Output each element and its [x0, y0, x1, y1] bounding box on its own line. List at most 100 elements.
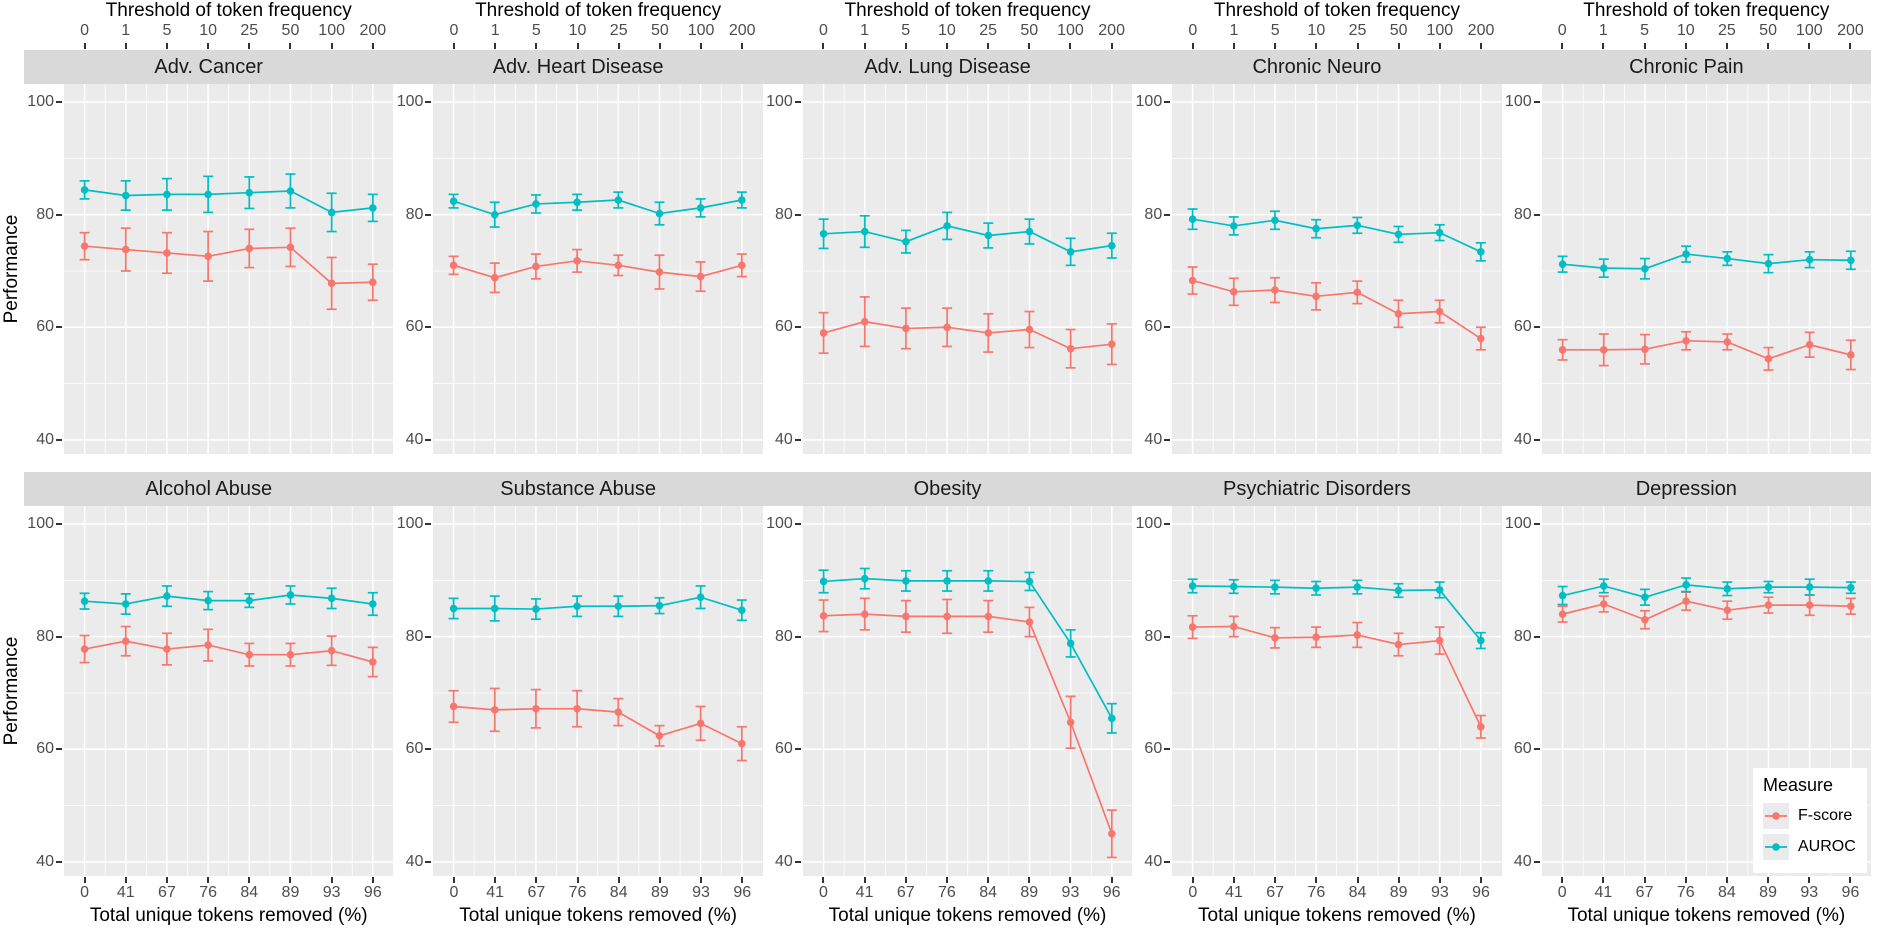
x-tick-mark	[987, 877, 990, 883]
y-axis-title-row2: Performance	[1, 636, 22, 746]
series-auroc	[1187, 208, 1487, 262]
x-tick-mark	[124, 877, 127, 883]
y-tick-label: 80	[36, 627, 54, 645]
y-axis-gutter: 100 80 60 40	[393, 84, 433, 454]
facet-title: Psychiatric Disorders	[1223, 477, 1411, 500]
y-axis-gutter: 100 80 60 40	[763, 84, 803, 454]
bottom-axis-tick-marks	[803, 876, 1132, 884]
series-auroc	[818, 567, 1117, 734]
y-tick-mark	[56, 213, 62, 216]
bottom-axis-title: Total unique tokens removed (%)	[459, 905, 737, 926]
x-tick-mark	[1767, 877, 1770, 883]
x-tick-mark	[1561, 877, 1564, 883]
x-tick-mark	[1767, 43, 1770, 49]
top-axis-tick-labels: 0 1 5 10 25 50 100 200	[1542, 22, 1871, 42]
x-tick-mark	[700, 43, 703, 49]
y-tick-label: 80	[405, 627, 424, 645]
y-tick-label: 60	[1144, 318, 1163, 336]
x-tick-mark	[863, 43, 866, 49]
legend-title: Measure	[1763, 775, 1834, 795]
facet-title: Chronic Neuro	[1252, 55, 1382, 78]
y-tick-label: 40	[1144, 430, 1163, 448]
y-tick-mark	[56, 438, 62, 441]
x-tick-label: 84	[240, 884, 259, 901]
plot-row: 100 80 60 40	[763, 84, 1133, 454]
x-tick-mark	[1191, 43, 1194, 49]
x-tick-label: 25	[1348, 22, 1367, 39]
x-tick-mark	[1110, 43, 1113, 49]
x-tick-label: 67	[896, 884, 915, 901]
x-tick-label: 200	[1837, 22, 1864, 39]
y-axis-title-row1: Performance	[1, 214, 22, 324]
y-tick-label: 100	[1504, 515, 1532, 533]
bottom-axis-tick-labels: 0 41 67 76 84 89 93 96	[1542, 884, 1871, 904]
x-tick-label: 0	[1557, 884, 1567, 901]
series-f-score	[1557, 330, 1856, 371]
legend-label-auroc: AUROC	[1798, 838, 1856, 855]
x-tick-mark	[1643, 877, 1646, 883]
x-tick-mark	[1849, 43, 1852, 49]
x-tick-label: 25	[240, 22, 259, 39]
x-tick-mark	[822, 43, 825, 49]
x-tick-label: 100	[1795, 22, 1823, 39]
x-tick-label: 89	[281, 884, 300, 901]
x-tick-mark	[452, 877, 455, 883]
top-axis-title: Threshold of token frequency	[1583, 0, 1830, 21]
y-tick-mark	[794, 860, 801, 863]
y-tick-label: 40	[775, 430, 793, 448]
y-tick-label: 100	[27, 93, 54, 111]
x-tick-label: 96	[1841, 884, 1860, 901]
plot-area	[1172, 506, 1502, 876]
top-axis-tick-labels: 0 1 5 10 25 50 100 200	[1172, 22, 1501, 42]
y-tick-label: 40	[1513, 852, 1532, 870]
x-tick-mark	[1643, 43, 1646, 49]
x-tick-label: 84	[609, 884, 628, 901]
x-tick-label: 1	[860, 22, 870, 39]
series-auroc	[1557, 577, 1856, 606]
x-tick-mark	[1808, 877, 1811, 883]
facet-strip: Chronic Neuro	[1132, 50, 1502, 84]
x-tick-label: 84	[1348, 884, 1367, 901]
y-tick-label: 60	[775, 740, 793, 758]
x-tick-label: 96	[733, 884, 752, 901]
x-tick-mark	[1356, 43, 1359, 49]
plot-row: 100 80 60 40	[763, 506, 1133, 876]
series-f-score	[1187, 266, 1487, 351]
x-tick-mark	[1725, 877, 1728, 883]
x-tick-label: 76	[1676, 884, 1695, 901]
plot-area	[433, 506, 763, 876]
plot-area	[802, 84, 1133, 454]
x-tick-mark	[1397, 877, 1400, 883]
facet-strip: Adv. Cancer	[24, 50, 394, 84]
y-tick-mark	[794, 326, 801, 329]
y-tick-label: 60	[36, 740, 54, 758]
x-tick-label: 67	[158, 884, 176, 901]
x-tick-mark	[1438, 877, 1441, 883]
y-tick-mark	[425, 213, 432, 216]
y-tick-mark	[56, 860, 62, 863]
plot-area	[64, 506, 394, 876]
y-tick-label: 80	[775, 205, 793, 223]
x-tick-label: 76	[568, 884, 587, 901]
x-tick-mark	[822, 877, 825, 883]
x-tick-mark	[1356, 877, 1359, 883]
x-tick-mark	[535, 43, 538, 49]
top-axis-tick-marks	[803, 42, 1132, 50]
x-tick-mark	[371, 43, 374, 49]
x-tick-label: 0	[80, 22, 90, 39]
facet-strip: Obesity	[762, 472, 1133, 506]
series-auroc	[449, 585, 748, 622]
y-tick-label: 100	[1135, 515, 1163, 533]
facet-row-bottom: Alcohol Abuse 100 80 60 40 0 41 67 76 84 89 93 96 Tot…	[24, 472, 1872, 930]
y-tick-label: 60	[775, 318, 793, 336]
x-tick-label: 84	[1718, 884, 1736, 901]
facet-row-top: Threshold of token frequency 0 1 5 10 25 50 100…	[24, 0, 1872, 454]
x-tick-label: 89	[1389, 884, 1408, 901]
x-tick-label: 41	[116, 884, 135, 901]
x-tick-label: 76	[1307, 884, 1326, 901]
plot-svg	[1172, 506, 1502, 876]
plot-row: 100 80 60 40	[1132, 506, 1502, 876]
facet-strip: Depression	[1501, 472, 1872, 506]
x-tick-mark	[1110, 877, 1113, 883]
